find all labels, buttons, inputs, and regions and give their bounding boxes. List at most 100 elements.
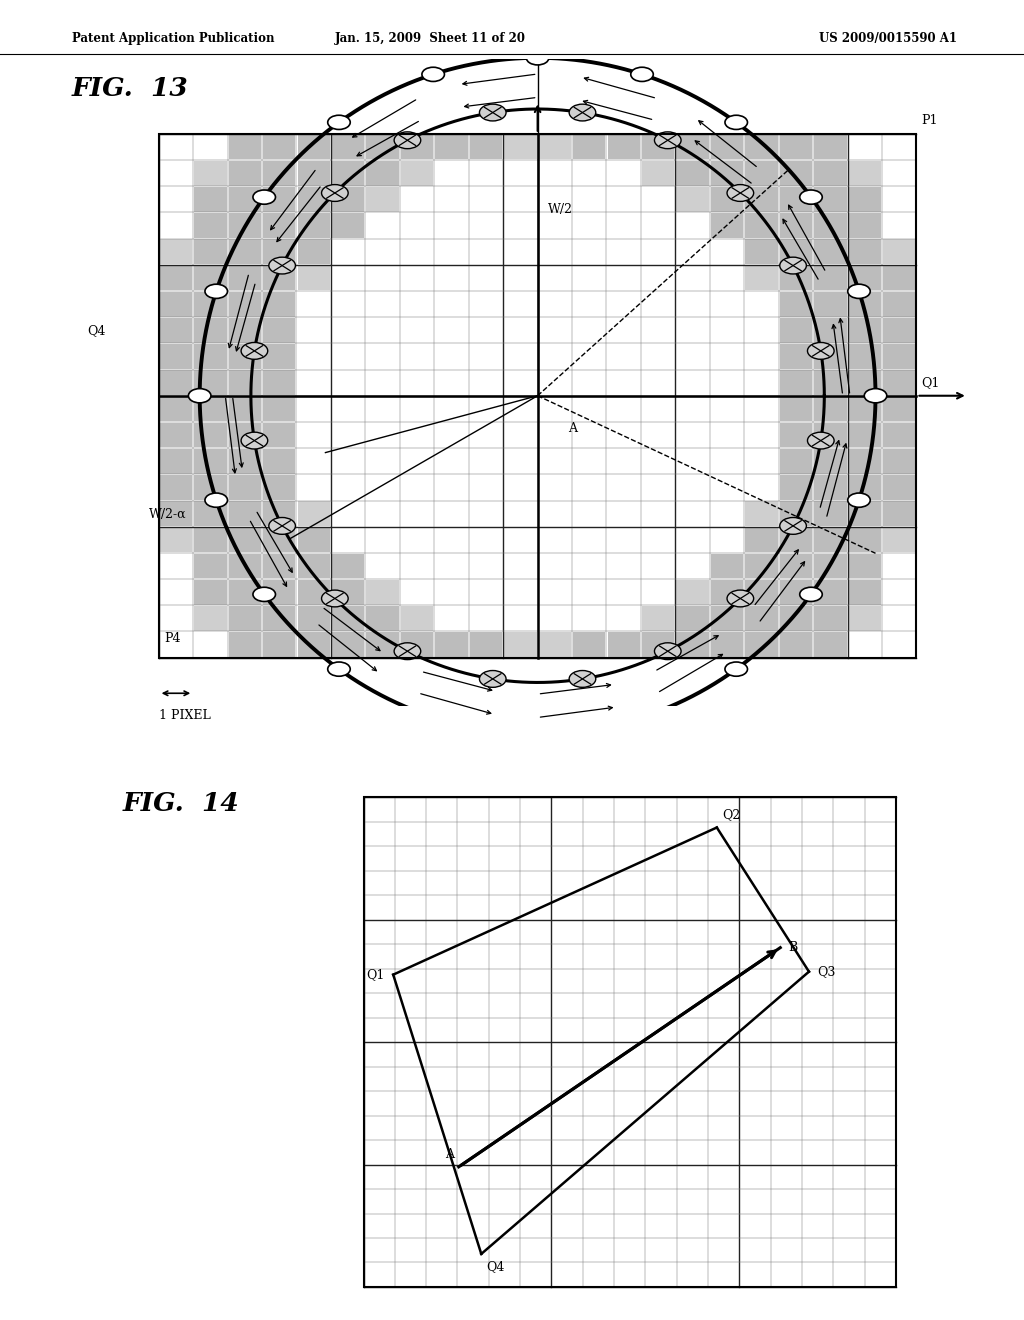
Bar (607, 632, 640, 657)
Bar (883, 396, 915, 421)
Bar (298, 579, 330, 605)
Bar (849, 502, 881, 527)
Circle shape (394, 132, 421, 149)
Bar (400, 632, 433, 657)
Bar (814, 161, 847, 186)
Bar (814, 553, 847, 578)
Circle shape (205, 494, 227, 507)
Bar (849, 292, 881, 317)
Bar (849, 345, 881, 368)
Bar (160, 345, 193, 368)
Bar (367, 632, 398, 657)
Bar (228, 475, 261, 500)
Bar (160, 475, 193, 500)
Bar (711, 213, 743, 238)
Bar (435, 632, 468, 657)
Bar (160, 422, 193, 447)
Bar (814, 345, 847, 368)
Bar (711, 135, 743, 160)
Bar (883, 292, 915, 317)
Bar (263, 187, 296, 211)
Bar (400, 632, 433, 657)
Text: Q1: Q1 (367, 968, 385, 981)
Bar (228, 345, 261, 368)
Bar (745, 528, 777, 552)
Bar (573, 135, 605, 160)
Bar (263, 239, 296, 264)
Bar (849, 475, 881, 500)
Bar (849, 292, 881, 317)
Bar (160, 370, 193, 395)
Bar (814, 528, 847, 552)
Bar (263, 606, 296, 631)
Circle shape (569, 104, 596, 121)
Bar (298, 213, 330, 238)
Bar (814, 449, 847, 474)
Bar (195, 528, 226, 552)
Bar (400, 161, 433, 186)
Text: FIG.  13: FIG. 13 (72, 75, 188, 100)
Circle shape (654, 643, 681, 660)
Bar (263, 135, 296, 160)
Bar (814, 213, 847, 238)
Bar (642, 135, 675, 160)
Bar (367, 606, 398, 631)
Bar (849, 553, 881, 578)
Text: A: A (444, 1148, 454, 1160)
Circle shape (727, 590, 754, 607)
Bar (195, 239, 226, 264)
Bar (160, 239, 193, 264)
Bar (263, 553, 296, 578)
Bar (159, 133, 916, 657)
Bar (849, 449, 881, 474)
Bar (298, 135, 330, 160)
Text: US 2009/0015590 A1: US 2009/0015590 A1 (819, 32, 957, 45)
Bar (367, 187, 398, 211)
Bar (814, 606, 847, 631)
Bar (745, 528, 777, 552)
Bar (298, 528, 330, 552)
Bar (711, 161, 743, 186)
Bar (779, 135, 812, 160)
Bar (814, 422, 847, 447)
Bar (400, 606, 433, 631)
Bar (298, 606, 330, 631)
Bar (779, 370, 812, 395)
Bar (573, 632, 605, 657)
Bar (849, 213, 881, 238)
Bar (642, 606, 675, 631)
Bar (504, 632, 537, 657)
Bar (160, 292, 193, 317)
Bar (228, 187, 261, 211)
Bar (195, 318, 226, 343)
Bar (849, 239, 881, 264)
Bar (779, 292, 812, 317)
Bar (849, 449, 881, 474)
Circle shape (269, 517, 296, 535)
Bar (298, 502, 330, 527)
Circle shape (631, 710, 653, 725)
Text: 1 PIXEL: 1 PIXEL (159, 709, 211, 722)
Bar (332, 579, 365, 605)
Bar (711, 213, 743, 238)
Bar (814, 292, 847, 317)
Bar (228, 370, 261, 395)
Text: Q4: Q4 (87, 325, 105, 338)
Bar (263, 213, 296, 238)
Bar (677, 579, 709, 605)
Bar (195, 370, 226, 395)
Bar (332, 606, 365, 631)
Bar (883, 292, 915, 317)
Bar (298, 632, 330, 657)
Bar (745, 187, 777, 211)
Bar (745, 135, 777, 160)
Bar (883, 449, 915, 474)
Bar (779, 135, 812, 160)
Bar (745, 553, 777, 578)
Bar (779, 422, 812, 447)
Bar (228, 449, 261, 474)
Bar (228, 292, 261, 317)
Bar (263, 422, 296, 447)
Circle shape (654, 132, 681, 149)
Bar (849, 187, 881, 211)
